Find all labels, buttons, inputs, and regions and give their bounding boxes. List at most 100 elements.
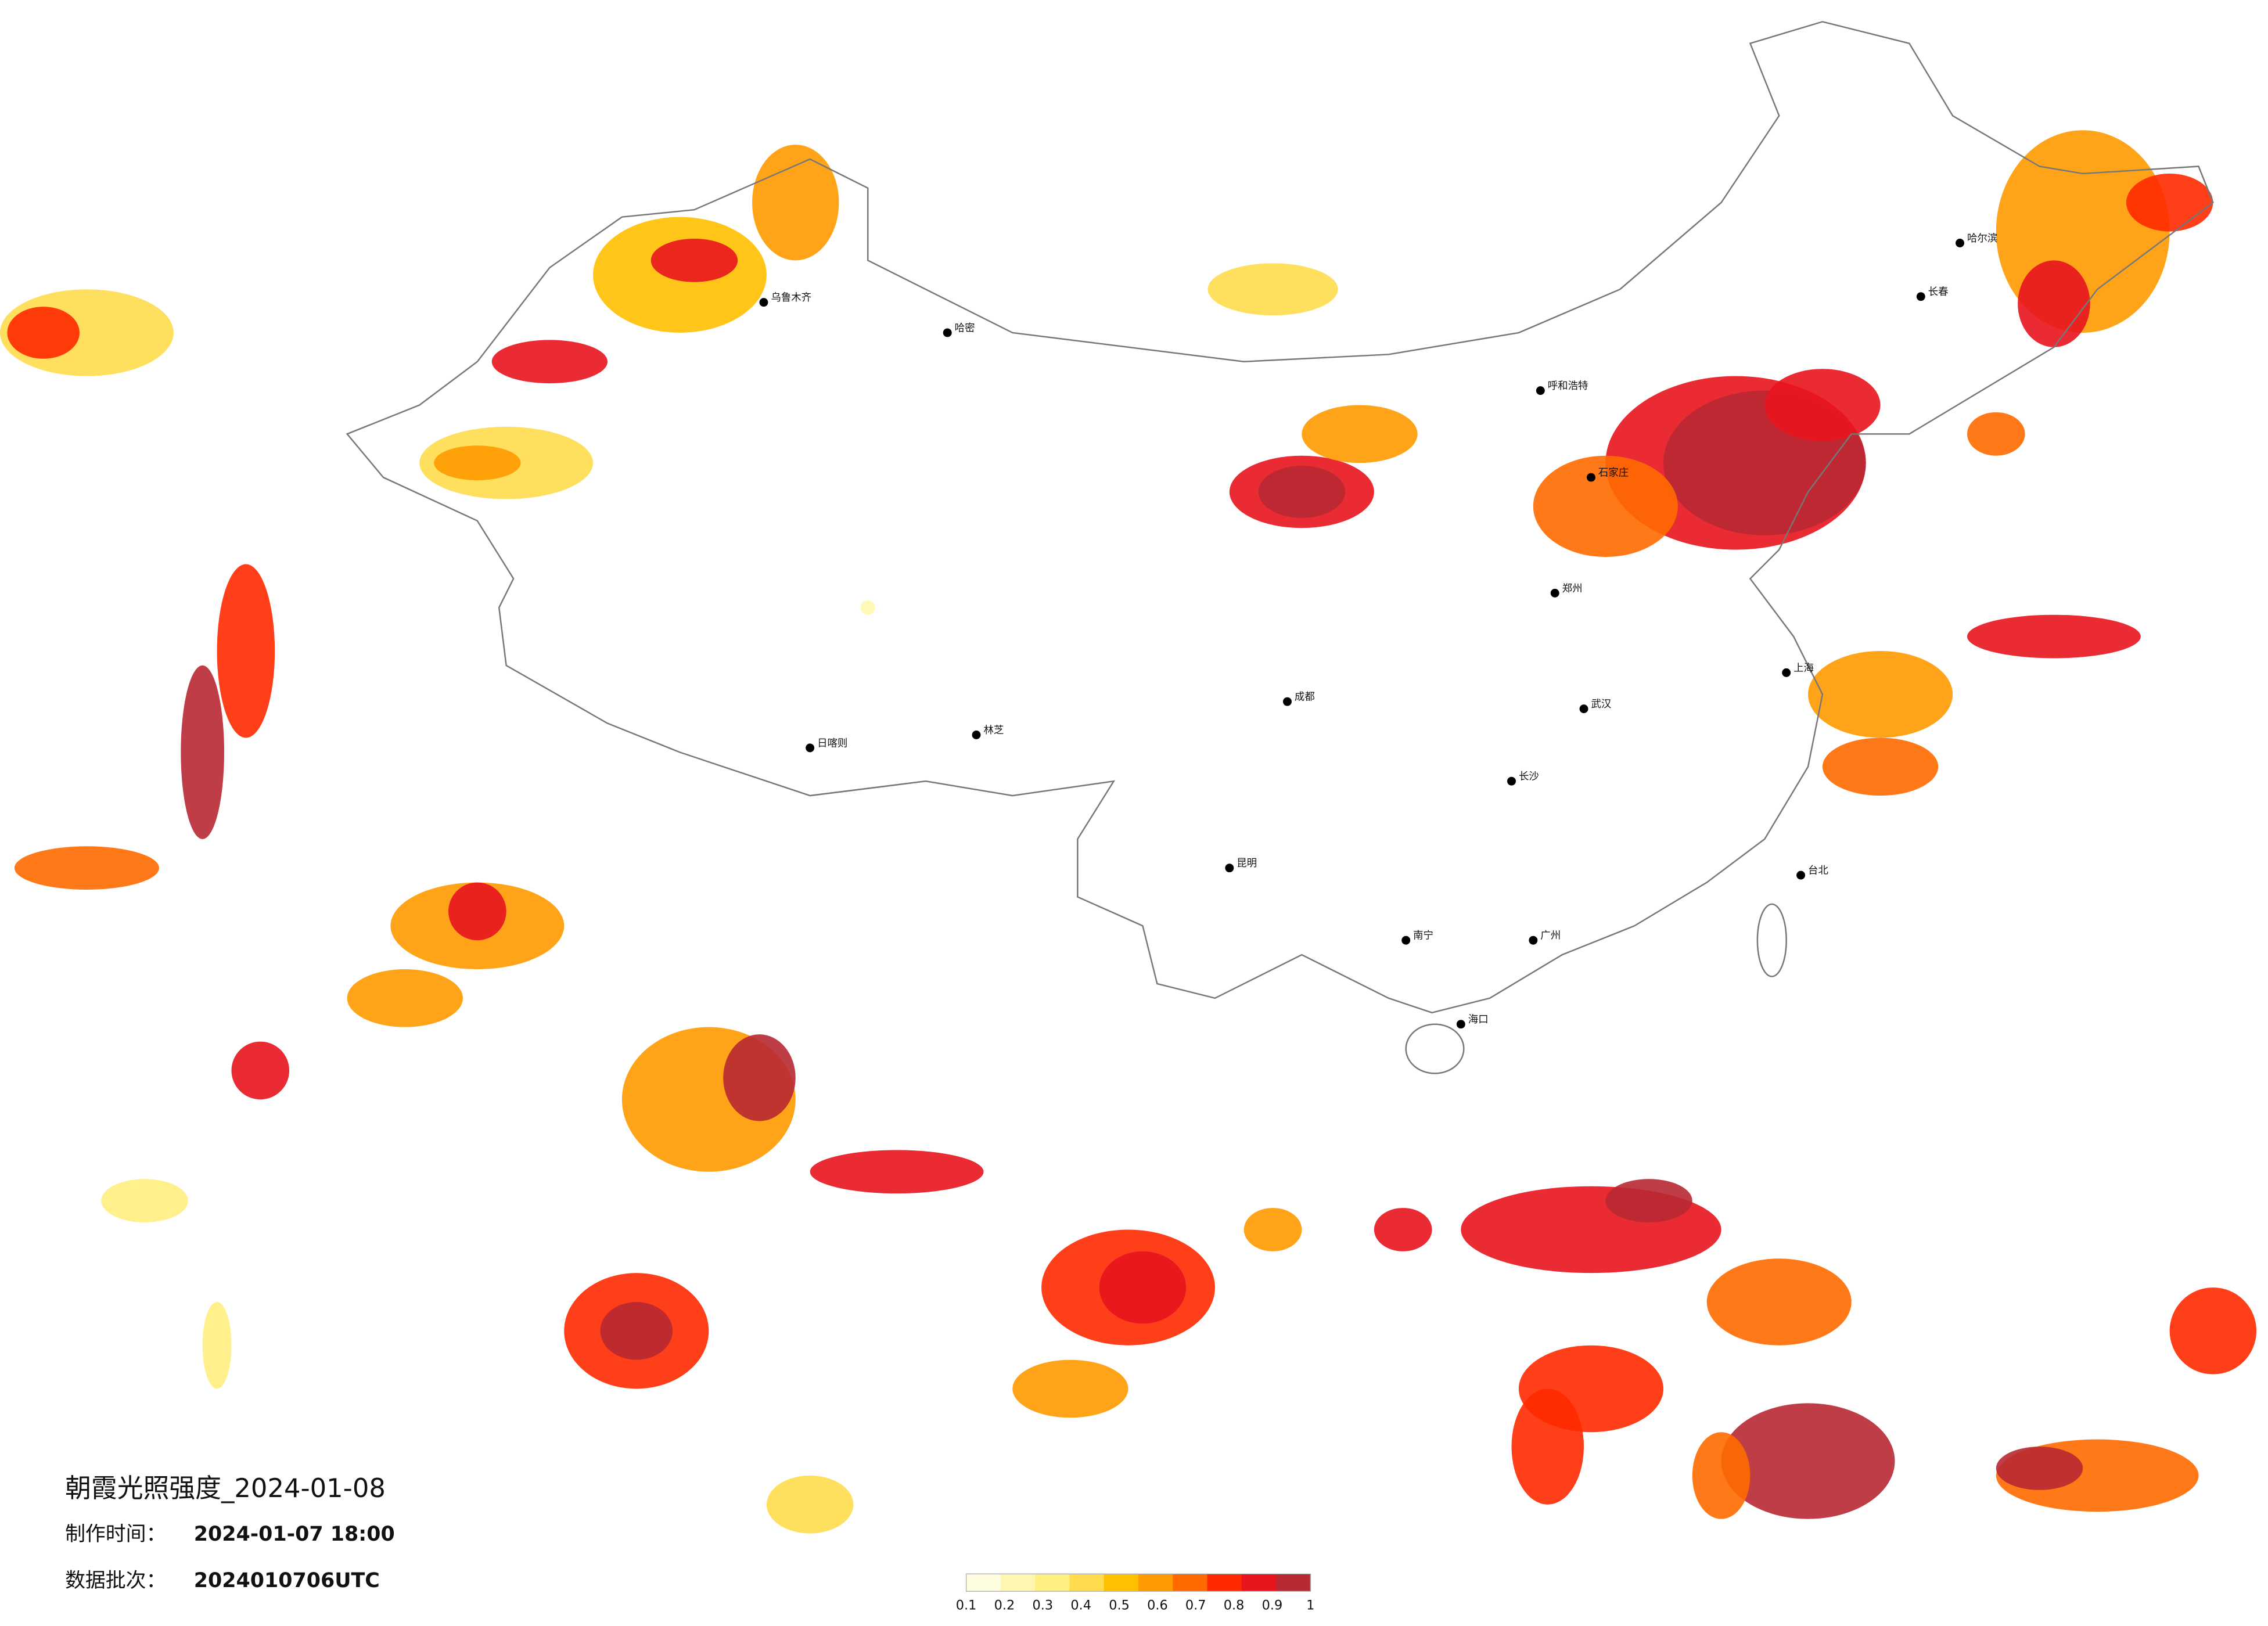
heat-blob bbox=[1511, 1388, 1584, 1505]
heat-blob bbox=[1374, 1208, 1432, 1251]
batch: 2024010706UTC bbox=[194, 1569, 380, 1592]
heat-blob bbox=[2018, 260, 2090, 347]
heat-blob bbox=[1012, 1359, 1128, 1418]
city-label: 长沙 bbox=[1519, 771, 1539, 783]
city-label: 武汉 bbox=[1591, 699, 1611, 710]
city-dot bbox=[1579, 704, 1588, 714]
colorbar-swatch bbox=[1276, 1574, 1311, 1592]
hainan-outline bbox=[1405, 1023, 1465, 1074]
city-dot bbox=[1796, 870, 1806, 880]
colorbar-tick-label: 0.7 bbox=[1185, 1598, 1206, 1613]
city-dot bbox=[1401, 936, 1411, 945]
heat-blob bbox=[600, 1301, 673, 1360]
colorbar-tick-label: 0.9 bbox=[1262, 1598, 1283, 1613]
heat-blob bbox=[1706, 1258, 1852, 1346]
colorbar-tick-label: 0.4 bbox=[1070, 1598, 1091, 1613]
heat-blob bbox=[1967, 614, 2141, 659]
heat-blob bbox=[1243, 1208, 1302, 1251]
city-dot bbox=[1225, 864, 1234, 873]
batch-label: 数据批次： bbox=[65, 1569, 166, 1592]
heat-blob bbox=[1207, 263, 1338, 316]
heat-blob bbox=[2169, 1287, 2257, 1375]
city-dot bbox=[1536, 386, 1545, 395]
colorbar-tick-label: 0.1 bbox=[956, 1598, 977, 1613]
heat-blob bbox=[752, 145, 839, 261]
heat-blob bbox=[7, 307, 80, 359]
taiwan-outline bbox=[1756, 903, 1787, 977]
heat-blob bbox=[810, 1150, 984, 1194]
city-label: 上海 bbox=[1793, 663, 1814, 674]
heat-blob bbox=[1692, 1432, 1751, 1519]
city-dot bbox=[1587, 473, 1595, 482]
colorbar-swatch bbox=[1241, 1574, 1277, 1592]
city-label: 林芝 bbox=[983, 725, 1004, 736]
city-dot bbox=[1782, 668, 1791, 677]
colorbar-swatch bbox=[966, 1574, 1001, 1592]
colorbar-tick-label: 0.8 bbox=[1224, 1598, 1245, 1613]
made-time: 2024-01-07 18:00 bbox=[194, 1523, 395, 1546]
colorbar-swatch bbox=[1173, 1574, 1208, 1592]
heat-blob bbox=[347, 969, 463, 1027]
heat-blob bbox=[491, 340, 608, 384]
city-label: 成都 bbox=[1295, 692, 1315, 703]
heat-blob bbox=[1605, 1179, 1692, 1222]
city-label: 哈尔滨 bbox=[1967, 233, 1997, 244]
city-label: 长春 bbox=[1928, 286, 1949, 298]
colorbar-tick-label: 0.2 bbox=[994, 1598, 1015, 1613]
city-label: 广州 bbox=[1540, 930, 1561, 942]
heat-blob bbox=[1721, 1403, 1895, 1519]
title: 朝霞光照强度_2024-01-08 bbox=[65, 1473, 386, 1503]
heat-blob bbox=[650, 239, 738, 282]
heat-blob bbox=[1808, 650, 1953, 738]
colorbar-tick-label: 0.5 bbox=[1109, 1598, 1130, 1613]
heat-blob bbox=[723, 1034, 796, 1121]
made-label: 制作时间： bbox=[65, 1523, 166, 1546]
heat-blob bbox=[1099, 1251, 1187, 1324]
heat-blob bbox=[434, 445, 521, 481]
city-label: 海口 bbox=[1468, 1014, 1489, 1026]
colorbar-tick-label: 0.3 bbox=[1033, 1598, 1054, 1613]
heat-blob bbox=[1967, 412, 2025, 456]
heat-blob bbox=[1258, 466, 1346, 518]
heat-blob bbox=[202, 1301, 232, 1389]
city-label: 乌鲁木齐 bbox=[771, 292, 811, 304]
colorbar-frame bbox=[965, 1573, 1311, 1592]
city-dot bbox=[1916, 292, 1925, 301]
city-dot bbox=[972, 731, 981, 739]
colorbar-swatch bbox=[1138, 1574, 1173, 1592]
heat-blob bbox=[101, 1179, 188, 1222]
heat-blob bbox=[217, 564, 275, 738]
city-dot bbox=[1456, 1020, 1465, 1029]
heat-blob bbox=[860, 600, 875, 615]
heat-blob bbox=[1822, 738, 1939, 796]
city-label: 南宁 bbox=[1413, 930, 1433, 942]
heat-blob bbox=[1764, 369, 1881, 441]
country-outline bbox=[346, 21, 2214, 1014]
heat-blob bbox=[231, 1041, 290, 1100]
heat-blob bbox=[766, 1475, 854, 1534]
city-dot bbox=[1283, 697, 1292, 706]
city-dot bbox=[1550, 588, 1559, 598]
city-label: 日喀则 bbox=[817, 738, 847, 749]
city-dot bbox=[759, 298, 768, 307]
city-label: 昆明 bbox=[1237, 858, 1257, 869]
heat-blob bbox=[1302, 405, 1418, 463]
heat-blob bbox=[1996, 1447, 2083, 1490]
colorbar-swatch bbox=[1069, 1574, 1105, 1592]
heat-blob bbox=[14, 846, 159, 890]
heat-layer bbox=[0, 130, 2257, 1534]
heat-blob bbox=[2126, 173, 2213, 232]
city-label: 郑州 bbox=[1562, 583, 1583, 595]
colorbar-swatch bbox=[1104, 1574, 1139, 1592]
colorbar-tick-label: 1 bbox=[1306, 1598, 1314, 1613]
colorbar-swatch bbox=[1035, 1574, 1070, 1592]
city-dot bbox=[1529, 936, 1538, 945]
city-dot bbox=[1956, 239, 1965, 247]
colorbar-swatch bbox=[1207, 1574, 1242, 1592]
colorbar-swatch bbox=[1000, 1574, 1036, 1592]
city-dot bbox=[806, 743, 815, 753]
heat-blob bbox=[1533, 455, 1678, 557]
colorbar: 0.1 0.2 0.3 0.4 0.5 0.6 0.7 0.8 0.9 1 bbox=[956, 1573, 1314, 1613]
